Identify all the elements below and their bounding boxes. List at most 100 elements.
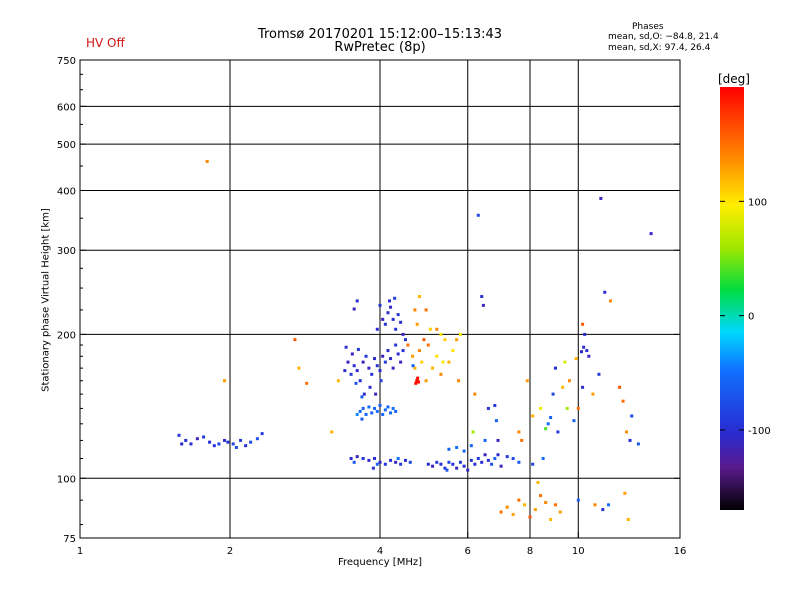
data-point [551, 392, 555, 396]
data-point [344, 345, 348, 349]
data-point [391, 406, 395, 410]
colorbar-tick-label: 100 [748, 197, 767, 208]
data-point [244, 444, 248, 448]
data-point [223, 438, 227, 442]
data-point [539, 494, 543, 498]
data-point [581, 322, 585, 326]
data-point [435, 327, 439, 331]
data-point [352, 307, 356, 311]
data-point [531, 462, 535, 466]
x-tick-label: 2 [227, 546, 233, 557]
data-point [195, 437, 199, 441]
x-axis-ticks: 1 2 4 6 8 10 16 [77, 532, 687, 557]
x-tick-label: 16 [674, 546, 687, 557]
data-point [567, 379, 571, 383]
data-point [549, 416, 553, 420]
data-point [381, 412, 385, 416]
data-point [466, 468, 470, 472]
data-point [458, 460, 462, 464]
data-point [391, 366, 395, 370]
data-point [378, 403, 382, 407]
data-point [415, 322, 419, 326]
data-point [370, 411, 374, 415]
data-point [413, 366, 417, 370]
data-point [373, 406, 377, 410]
data-point [360, 395, 364, 399]
data-point [473, 462, 477, 466]
data-point [428, 327, 432, 331]
data-point [394, 409, 398, 413]
data-point [455, 445, 459, 449]
data-point [493, 456, 497, 460]
data-point [601, 508, 605, 512]
data-point [520, 438, 524, 442]
data-point [383, 408, 387, 412]
data-point [393, 296, 397, 300]
data-point [349, 456, 353, 460]
data-point [184, 438, 188, 442]
y-tick-label: 300 [57, 246, 76, 257]
data-point [389, 458, 393, 462]
y-tick-label: 500 [57, 140, 76, 151]
data-point [417, 380, 421, 384]
data-point [355, 369, 359, 373]
data-point [379, 379, 383, 383]
data-point [401, 349, 405, 353]
data-point [383, 360, 387, 364]
data-point [226, 440, 230, 444]
data-point [231, 442, 235, 446]
data-point [336, 379, 340, 383]
data-point [630, 414, 634, 418]
data-point [415, 379, 419, 383]
data-point [417, 349, 421, 353]
data-point [367, 405, 371, 409]
data-point [603, 290, 607, 294]
data-point [394, 460, 398, 464]
data-point [494, 419, 498, 423]
data-point [480, 295, 484, 299]
data-point [355, 412, 359, 416]
data-point [525, 379, 529, 383]
y-axis-ticks: 75 100 200 300 400 500 600 750 [57, 56, 680, 545]
data-point [416, 376, 420, 380]
data-point [480, 460, 484, 464]
data-point [375, 327, 379, 331]
data-point [260, 432, 264, 436]
data-point [417, 295, 421, 299]
phases-title: Phases [632, 22, 664, 32]
data-point [413, 308, 417, 312]
data-points [177, 159, 653, 521]
data-point [378, 369, 382, 373]
data-point [447, 447, 451, 451]
data-point [443, 466, 447, 470]
data-point [360, 417, 364, 421]
data-point [539, 406, 543, 410]
data-point [297, 366, 301, 370]
data-point [391, 317, 395, 321]
data-point [396, 313, 400, 317]
data-point [451, 349, 455, 353]
data-point [356, 347, 360, 351]
data-point [576, 406, 580, 410]
data-point [352, 460, 356, 464]
data-point [212, 444, 216, 448]
data-point [483, 438, 487, 442]
colorbar-tick-label: 0 [748, 312, 754, 323]
data-point [346, 360, 350, 364]
data-point [411, 364, 415, 368]
data-point [536, 480, 540, 484]
data-point [408, 460, 412, 464]
data-point [249, 440, 253, 444]
data-point [361, 360, 365, 364]
data-point [553, 366, 557, 370]
data-point [239, 438, 243, 442]
data-point [399, 462, 403, 466]
data-point [403, 338, 407, 342]
colorbar-unit-label: [deg] [718, 72, 750, 86]
data-point [565, 406, 569, 410]
data-point [368, 385, 372, 389]
data-point [358, 409, 362, 413]
data-point [350, 352, 354, 356]
y-tick-label: 750 [57, 56, 76, 67]
